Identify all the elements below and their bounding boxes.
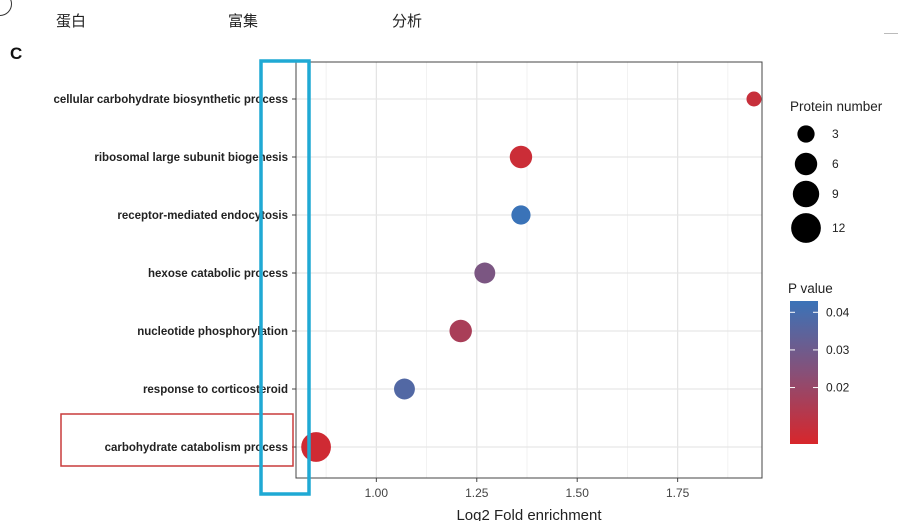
size-legend-label: 12: [832, 221, 846, 235]
x-tick-label: 1.00: [365, 486, 389, 500]
color-legend-bar: [790, 301, 818, 444]
x-tick-label: 1.75: [666, 486, 690, 500]
y-tick-label: response to corticosteroid: [143, 384, 288, 396]
x-tick-label: 1.50: [566, 486, 590, 500]
size-legend-title: Protein number: [790, 99, 883, 114]
size-legend-symbol: [792, 180, 820, 208]
y-tick-label: cellular carbohydrate biosynthetic proce…: [53, 94, 288, 106]
size-legend-label: 9: [832, 187, 839, 201]
size-legend-symbol: [794, 152, 818, 176]
header-text-1: 蛋白: [56, 13, 87, 30]
size-legend-label: 6: [832, 157, 839, 171]
x-tick-label: 1.25: [465, 486, 489, 500]
highlight-box-category: [60, 413, 294, 467]
color-legend-label: 0.04: [826, 305, 850, 319]
y-tick-label: carbohydrate catabolism process: [105, 442, 288, 454]
size-legend-symbol: [791, 213, 821, 243]
data-point: [474, 262, 496, 284]
size-legend-symbol: [797, 125, 815, 143]
x-axis-label: Log2 Fold enrichment: [456, 507, 602, 521]
data-point: [301, 432, 331, 462]
plot-panel: [295, 61, 763, 479]
size-legend-label: 3: [832, 127, 839, 141]
color-legend-label: 0.03: [826, 343, 850, 357]
y-tick-label: nucleotide phosphorylation: [137, 326, 288, 338]
data-point: [394, 378, 415, 400]
color-legend-title: P value: [788, 281, 833, 296]
data-point: [509, 145, 533, 169]
y-tick-label: hexose catabolic process: [148, 268, 288, 280]
plot-frame: [295, 61, 763, 479]
data-point: [746, 91, 762, 107]
y-tick-label: ribosomal large subunit biogenesis: [94, 152, 288, 164]
y-tick-label: receptor-mediated endocytosis: [117, 210, 288, 222]
header-divider: [884, 33, 898, 34]
panel-letter: C: [10, 44, 23, 63]
data-point: [511, 205, 531, 225]
header-text-3: 分析: [392, 13, 423, 30]
header-text-2: 富集: [228, 13, 259, 30]
data-point: [449, 319, 472, 343]
color-legend-label: 0.02: [826, 381, 850, 395]
highlight-box-axis: [259, 59, 311, 496]
